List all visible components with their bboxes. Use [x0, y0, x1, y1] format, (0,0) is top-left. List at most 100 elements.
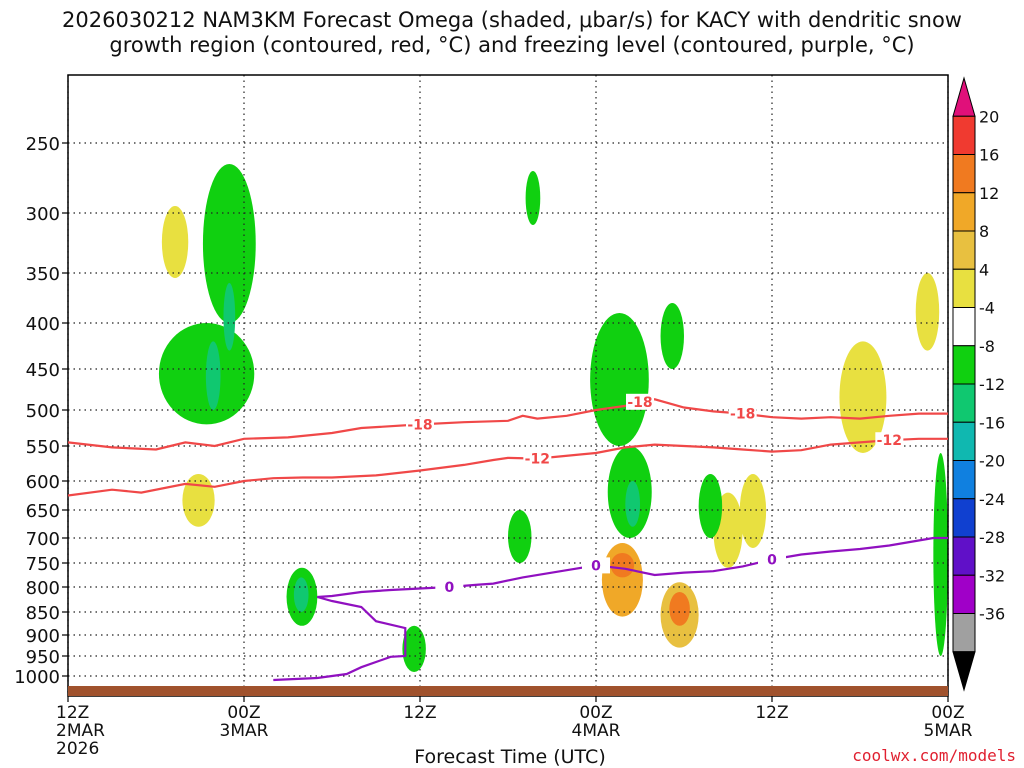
y-tick-label: 650	[26, 501, 60, 522]
omega-cell	[698, 474, 723, 538]
y-tick-label: 750	[26, 554, 60, 575]
omega-cell	[508, 510, 532, 563]
y-tick-label: 800	[26, 578, 60, 599]
y-tick-label: 450	[26, 360, 60, 381]
y-axis: 2503003504004505005506006507007508008509…	[14, 134, 68, 688]
colorbar-segment	[952, 268, 976, 308]
omega-cell	[839, 341, 887, 454]
y-tick-label: 700	[26, 529, 60, 550]
colorbar-segment	[952, 230, 976, 270]
contour-label: -12	[877, 433, 902, 449]
colorbar-label: 8	[979, 222, 989, 241]
contour-label: -18	[627, 395, 652, 411]
y-tick-label: 250	[26, 134, 60, 155]
colorbar-label: 16	[979, 146, 999, 165]
y-tick-label: 950	[26, 647, 60, 668]
contour-label-bg	[758, 551, 786, 568]
colorbar-segment	[952, 154, 976, 194]
colorbar-label: -28	[979, 528, 1005, 547]
colorbar-label: 4	[979, 260, 989, 279]
colorbar-label: -32	[979, 566, 1005, 585]
terrain-strip	[68, 686, 948, 696]
contour-label-bg	[626, 393, 654, 410]
y-tick-label: 400	[26, 314, 60, 335]
colorbar-label: -20	[979, 452, 1005, 471]
colorbar-bottom-arrow	[952, 651, 976, 692]
colorbar: 20 16 12 8 4 -4 -8 -12 -16 -20 -24 -28 -32 -36	[952, 76, 1005, 692]
y-tick-label: 600	[26, 472, 60, 493]
y-tick-label: 1000	[14, 667, 60, 688]
omega-cell	[915, 273, 940, 351]
omega-cell	[669, 592, 690, 626]
colorbar-segment	[952, 498, 976, 538]
terrain-fill	[68, 686, 948, 696]
omega-cell	[590, 313, 649, 446]
colorbar-label: -24	[979, 490, 1005, 509]
contour-label: 0	[767, 553, 777, 569]
x-tick-label: 00Z	[931, 703, 964, 723]
colorbar-segment	[952, 383, 976, 423]
colorbar-segment	[952, 421, 976, 461]
contour-label-bg	[523, 450, 552, 467]
x-tick-label: 12Z	[755, 703, 788, 723]
contour-label-bg	[728, 405, 757, 422]
contour-label-bg	[582, 557, 610, 574]
colorbar-label: -16	[979, 413, 1005, 432]
colorbar-label: 12	[979, 184, 999, 203]
omega-cell	[161, 206, 189, 278]
y-tick-label: 350	[26, 264, 60, 285]
x-tick-label: 12Z	[403, 703, 436, 723]
omega-cell	[660, 303, 684, 369]
colorbar-segment	[952, 192, 976, 232]
colorbar-label: -4	[979, 299, 995, 318]
colorbar-label: -8	[979, 337, 995, 356]
x-tick-label: 3MAR	[220, 721, 269, 741]
y-tick-label: 900	[26, 626, 60, 647]
chart-title-line-2: growth region (contoured, red, °C) and f…	[109, 33, 915, 57]
colorbar-top-arrow	[952, 76, 976, 117]
chart-title-line-1: 2026030212 NAM3KM Forecast Omega (shaded…	[62, 8, 962, 32]
omega-cell	[205, 341, 221, 411]
contour-label-bg	[875, 432, 904, 449]
x-tick-label: 12Z	[56, 703, 89, 723]
omega-cell	[610, 553, 635, 578]
x-tick-label: 00Z	[227, 703, 260, 723]
y-tick-label: 500	[26, 401, 60, 422]
contour-label-bg	[406, 416, 434, 433]
y-tick-label: 550	[26, 437, 60, 458]
omega-cell	[525, 171, 541, 225]
y-tick-label: 300	[26, 204, 60, 225]
omega-cell	[933, 453, 948, 656]
contour-label: -18	[730, 407, 755, 423]
omega-cell	[182, 474, 215, 527]
colorbar-segment	[952, 307, 976, 347]
contour-0	[273, 536, 948, 682]
contour-label: -12	[525, 452, 550, 468]
omega-cell	[739, 474, 767, 548]
colorbar-segment	[952, 574, 976, 614]
omega-cell	[293, 577, 309, 612]
colorbar-label: -12	[979, 375, 1005, 394]
omega-shading	[158, 164, 948, 673]
contour-label-bg	[435, 579, 464, 595]
colorbar-segment	[952, 115, 976, 155]
grid-lines	[67, 74, 949, 697]
contour-label: 0	[444, 580, 454, 596]
omega-cell	[223, 283, 236, 351]
contour-label: 0	[591, 558, 601, 574]
x-tick-label: 5MAR	[924, 721, 973, 741]
colorbar-segment	[952, 613, 976, 653]
x-tick-label: 2MAR	[56, 721, 105, 741]
x-tick-label: 00Z	[579, 703, 612, 723]
contour-label: -18	[407, 417, 432, 433]
y-tick-label: 850	[26, 603, 60, 624]
colorbar-segment	[952, 536, 976, 576]
colorbar-segment	[952, 460, 976, 500]
colorbar-label: -36	[979, 605, 1005, 624]
colorbar-label: 20	[979, 107, 999, 126]
x-tick-label: 2026	[56, 739, 99, 759]
x-axis-title: Forecast Time (UTC)	[414, 746, 606, 768]
omega-cell	[202, 164, 256, 323]
